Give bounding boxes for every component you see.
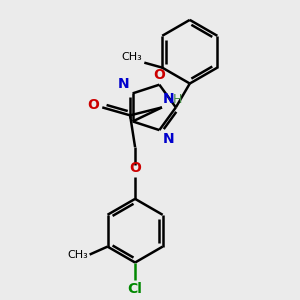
Text: CH₃: CH₃ bbox=[122, 52, 142, 62]
Text: N: N bbox=[162, 132, 174, 146]
Text: O: O bbox=[87, 98, 99, 112]
Text: O: O bbox=[153, 68, 165, 82]
Text: O: O bbox=[129, 161, 141, 175]
Text: N: N bbox=[163, 92, 175, 106]
Text: CH₃: CH₃ bbox=[67, 250, 88, 260]
Text: Cl: Cl bbox=[128, 282, 142, 296]
Text: H: H bbox=[173, 93, 182, 106]
Text: N: N bbox=[118, 77, 130, 92]
